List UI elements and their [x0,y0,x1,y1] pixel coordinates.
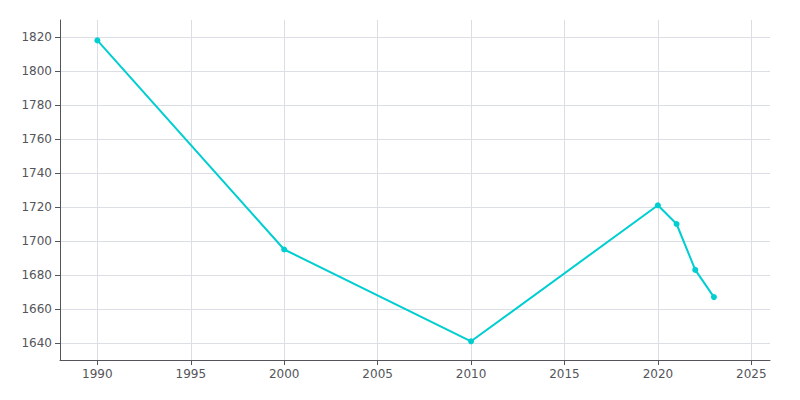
svg-text:2025: 2025 [736,367,767,381]
svg-text:1780: 1780 [21,98,52,112]
svg-text:2010: 2010 [456,367,487,381]
svg-text:1995: 1995 [176,367,207,381]
svg-text:1740: 1740 [21,166,52,180]
svg-text:2005: 2005 [362,367,393,381]
svg-text:1720: 1720 [21,200,52,214]
svg-text:1800: 1800 [21,64,52,78]
svg-text:1660: 1660 [21,302,52,316]
svg-text:1700: 1700 [21,234,52,248]
svg-text:2015: 2015 [549,367,580,381]
svg-text:2000: 2000 [269,367,300,381]
svg-text:1990: 1990 [82,367,113,381]
svg-text:1680: 1680 [21,268,52,282]
svg-text:1820: 1820 [21,30,52,44]
svg-text:1640: 1640 [21,336,52,350]
svg-text:2020: 2020 [643,367,674,381]
svg-text:1760: 1760 [21,132,52,146]
